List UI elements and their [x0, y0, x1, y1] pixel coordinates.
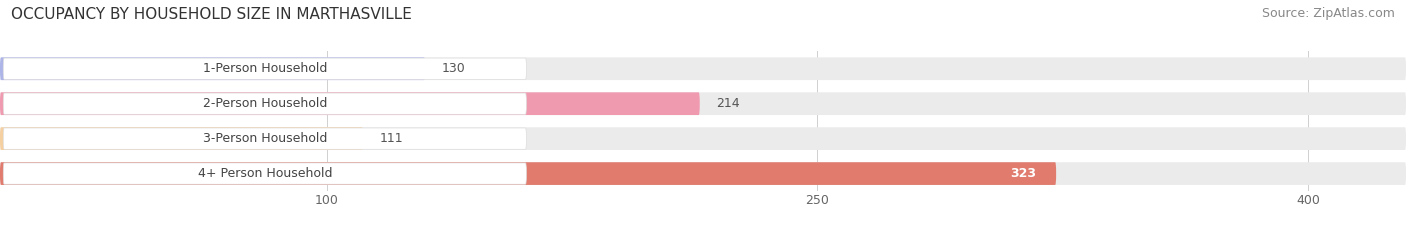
- Text: 1-Person Household: 1-Person Household: [202, 62, 328, 75]
- Text: 4+ Person Household: 4+ Person Household: [198, 167, 332, 180]
- FancyBboxPatch shape: [3, 128, 526, 149]
- FancyBboxPatch shape: [0, 57, 1406, 80]
- Text: 3-Person Household: 3-Person Household: [202, 132, 328, 145]
- FancyBboxPatch shape: [0, 162, 1406, 185]
- Text: Source: ZipAtlas.com: Source: ZipAtlas.com: [1261, 7, 1395, 20]
- FancyBboxPatch shape: [0, 57, 425, 80]
- FancyBboxPatch shape: [0, 127, 1406, 150]
- FancyBboxPatch shape: [3, 93, 526, 114]
- Text: 214: 214: [716, 97, 740, 110]
- Text: 111: 111: [380, 132, 404, 145]
- Text: 2-Person Household: 2-Person Household: [202, 97, 328, 110]
- FancyBboxPatch shape: [3, 58, 526, 79]
- FancyBboxPatch shape: [0, 127, 363, 150]
- Text: OCCUPANCY BY HOUSEHOLD SIZE IN MARTHASVILLE: OCCUPANCY BY HOUSEHOLD SIZE IN MARTHASVI…: [11, 7, 412, 22]
- FancyBboxPatch shape: [0, 92, 700, 115]
- Text: 130: 130: [441, 62, 465, 75]
- FancyBboxPatch shape: [3, 163, 526, 184]
- Text: 323: 323: [1011, 167, 1036, 180]
- FancyBboxPatch shape: [0, 92, 1406, 115]
- FancyBboxPatch shape: [0, 162, 1056, 185]
